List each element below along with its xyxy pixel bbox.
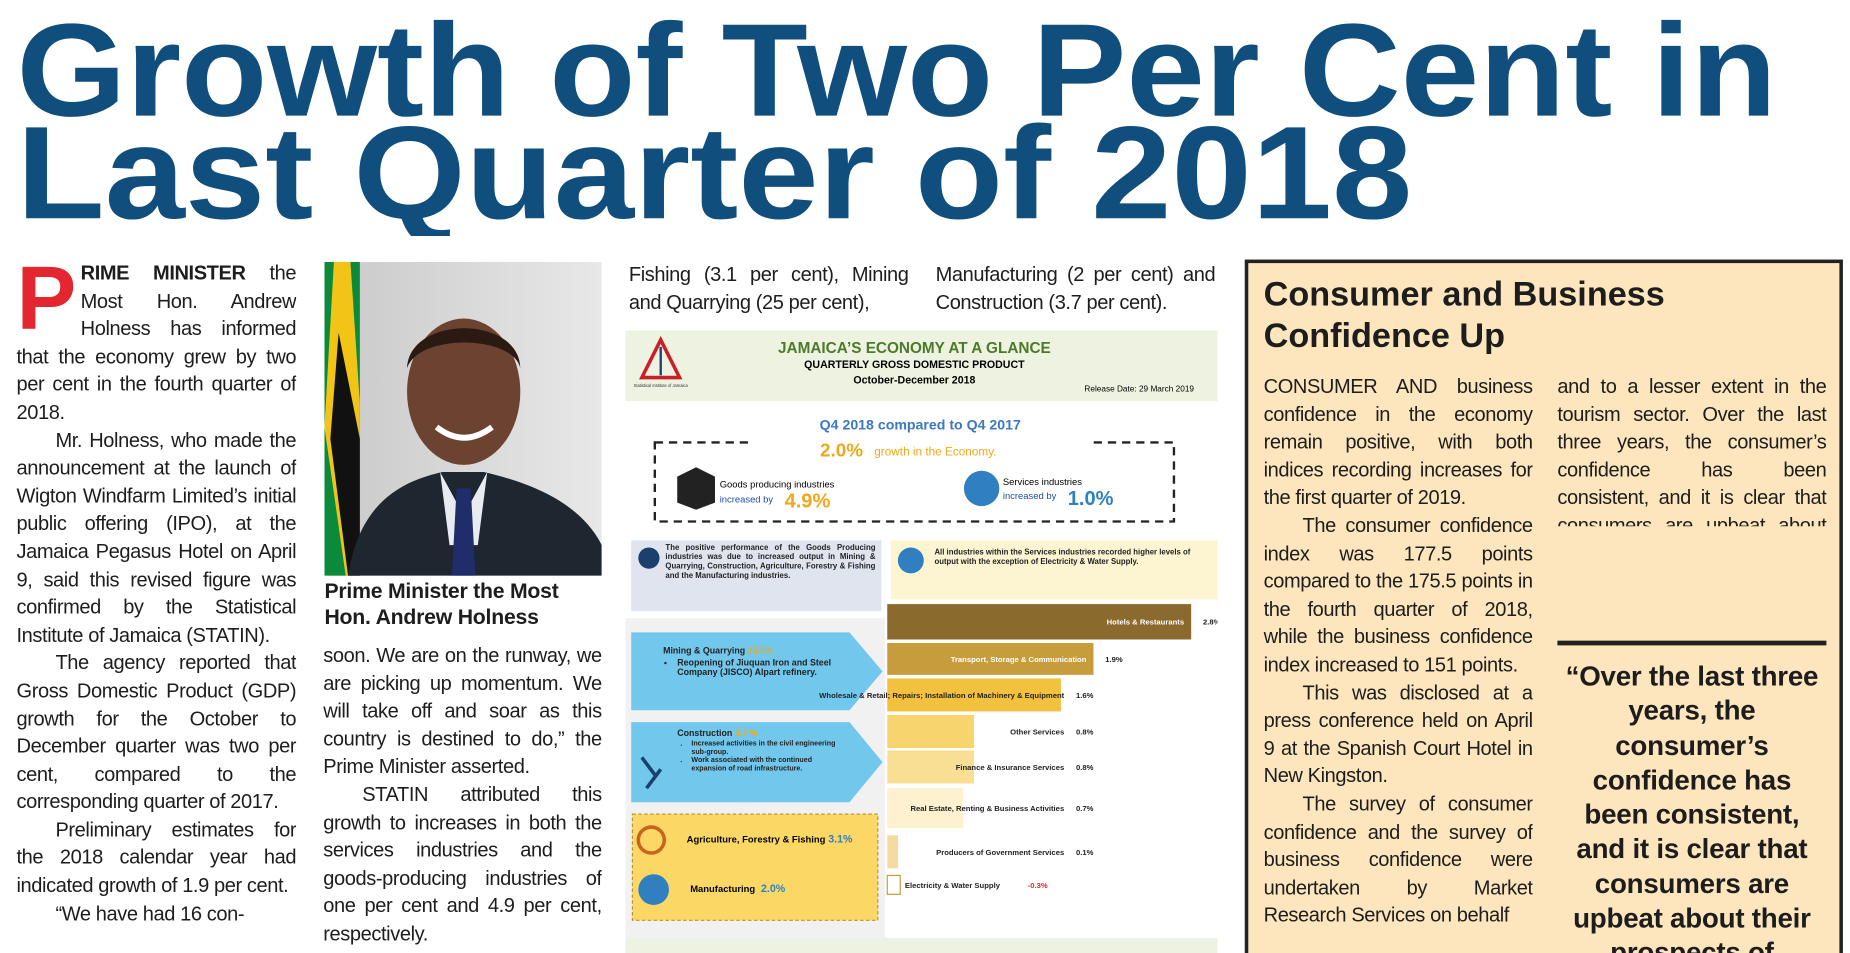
- headline-line: Last Quarter of 2018: [17, 99, 1413, 236]
- sector-growth: 3.7 %: [734, 729, 758, 739]
- sector-growth: 25.0%: [747, 646, 773, 656]
- services-prefix: increased by: [1003, 490, 1057, 501]
- paragraph: The consumer confidence index was 177.5 …: [1263, 514, 1533, 676]
- services-increase: 1.0%: [1068, 488, 1114, 510]
- sidebar-title: Consumer and Business Confidence Up: [1263, 276, 1665, 356]
- sidebar-column: CONSUMER AND business confidence in the …: [1264, 373, 1533, 953]
- sector-label: Transport, Storage & Communication: [951, 655, 1087, 664]
- logo-text: Statistical Institute of Jamaica: [634, 383, 689, 388]
- sector-name: Mining & Quarrying: [663, 646, 746, 656]
- paragraph: soon. We are on the runway, we are picki…: [323, 644, 602, 778]
- sector-name: Construction: [677, 729, 733, 739]
- paragraph: This was disclosed at a press conference…: [1263, 681, 1533, 788]
- paragraph: RIME MINISTER the Most Hon. Andrew Holne…: [17, 260, 297, 427]
- paragraph: Mr. Holness, who made the announcement a…: [16, 428, 297, 647]
- paragraph: STATIN attributed this growth to increas…: [323, 783, 602, 945]
- rule: [1557, 640, 1827, 646]
- value-label: 0.8%: [1076, 727, 1094, 736]
- sector-label: Hotels & Restaurants: [1107, 618, 1184, 627]
- paragraph: The survey of consumer confidence and th…: [1263, 792, 1533, 927]
- sector-growth: 3.1%: [828, 833, 853, 845]
- bar: [887, 714, 975, 749]
- value-label: 2.8%: [1203, 618, 1218, 627]
- headline: Growth of Two Per Cent in Last Quarter o…: [17, 0, 1777, 236]
- value-label: 0.8%: [1076, 763, 1094, 772]
- sector-label: Other Services: [1010, 727, 1064, 736]
- article-column: soon. We are on the runway, we are picki…: [323, 642, 601, 953]
- bar: [887, 643, 1094, 675]
- infographic-subtitle: QUARTERLY GROSS DOMESTIC PRODUCT: [804, 359, 1025, 371]
- sector-label: Wholesale & Retail; Repairs; Installatio…: [819, 691, 1064, 700]
- drop-cap: P: [16, 259, 77, 350]
- paragraph: The agency reported that Gross Domestic …: [16, 651, 297, 814]
- value-label: 1.6%: [1076, 691, 1094, 700]
- paragraph: Preliminary estimates for the 2018 calen…: [16, 818, 297, 897]
- article-column: P RIME MINISTER the Most Hon. Andrew Hol…: [17, 260, 297, 953]
- bar: [887, 678, 1061, 712]
- value-label: 0.7%: [1076, 804, 1094, 813]
- goods-label: Goods producing industries: [720, 478, 835, 489]
- sidebar: Consumer and Business Confidence Up CONS…: [1244, 259, 1843, 953]
- photo-caption: Prime Minister the Most Hon. Andrew Holn…: [324, 579, 559, 629]
- goods-increase: 4.9%: [785, 490, 831, 512]
- photo: [324, 261, 602, 576]
- paragraph: and to a lesser extent in the tourism se…: [1557, 375, 1827, 527]
- services-label: Services industries: [1003, 476, 1082, 487]
- period: October-December 2018: [853, 374, 975, 386]
- paragraph: CONSUMER AND business confidence in the …: [1263, 375, 1533, 509]
- lead-in: RIME MINISTER: [80, 261, 246, 285]
- comparison: Q4 2018 compared to Q4 2017: [820, 416, 1021, 432]
- bar: [886, 874, 901, 895]
- release-date: Release Date: 29 March 2019: [1084, 385, 1194, 394]
- bullet: Reopening of Jiuquan Iron and Steel Comp…: [677, 658, 852, 677]
- value-label: 1.9%: [1105, 655, 1123, 664]
- paragraph: Fishing (3.1 per cent), Mining and Quarr…: [628, 263, 909, 314]
- paragraph: “We have had 16 con-: [55, 902, 245, 925]
- bar: [887, 750, 975, 784]
- goods-prefix: increased by: [720, 494, 774, 505]
- sector-label: Producers of Government Services: [936, 848, 1064, 857]
- sector-label: Finance & Insurance Services: [956, 763, 1065, 772]
- paragraph-text: the Most Hon. Andrew Holness has informe…: [16, 261, 297, 424]
- bar: [887, 835, 899, 869]
- sector-label: Electricity & Water Supply: [905, 881, 1001, 890]
- article-column: Manufacturing (2 per cent) and Construct…: [936, 261, 1216, 320]
- headline-line: Growth of Two Per Cent in: [17, 0, 1777, 145]
- article-column: Fishing (3.1 per cent), Mining and Quarr…: [629, 261, 909, 320]
- bar: [887, 788, 964, 829]
- value-label: 0.1%: [1076, 848, 1094, 857]
- infographic-title: JAMAICA’S ECONOMY AT A GLANCE: [778, 340, 1051, 357]
- value-label: -0.3%: [1028, 881, 1048, 890]
- bullet: Increased activities in the civil engine…: [691, 741, 848, 758]
- economy-growth: 2.0%: [820, 440, 863, 461]
- infographic: Statistical Institute of Jamaica JAMAICA…: [625, 330, 1217, 953]
- bar: [887, 604, 1192, 640]
- sector-growth: 2.0%: [761, 883, 786, 895]
- goods-note: The positive performance of the Goods Pr…: [665, 543, 876, 581]
- paragraph: Manufacturing (2 per cent) and Construct…: [935, 263, 1216, 314]
- economy-growth-text: growth in the Economy.: [874, 445, 996, 458]
- sidebar-column: and to a lesser extent in the tourism se…: [1557, 373, 1826, 526]
- sector-name: Agriculture, Forestry & Fishing: [687, 833, 826, 844]
- sector-name: Manufacturing: [690, 883, 755, 894]
- sector-label: Real Estate, Renting & Business Activiti…: [910, 804, 1064, 813]
- bullet: Work associated with the continued expan…: [691, 757, 848, 774]
- pull-quote: “Over the last three years, the consumer…: [1565, 660, 1819, 953]
- services-note: All industries within the Services indus…: [934, 548, 1191, 567]
